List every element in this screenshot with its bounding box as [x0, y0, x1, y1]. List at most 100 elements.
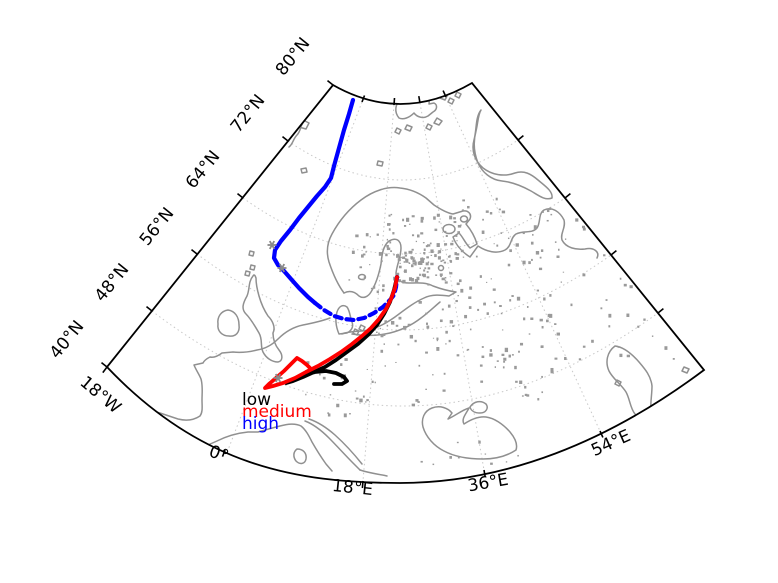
lake-dot [519, 380, 523, 384]
lake-dot [605, 299, 608, 301]
lake-dot [397, 279, 402, 282]
lake-dot [404, 258, 407, 260]
lake-dot [402, 218, 405, 222]
lake-dot [343, 413, 347, 418]
lake-dot [322, 376, 326, 380]
tick-top-18e [393, 97, 396, 106]
lake-dot [493, 243, 495, 245]
lake-dot [619, 277, 622, 280]
lake-dot [468, 306, 472, 309]
lake-dot [549, 207, 552, 210]
lake-dot [386, 244, 389, 248]
tick-top-0 [361, 95, 366, 103]
lake-dot [462, 256, 465, 258]
lake-dot [403, 325, 407, 330]
lake-dot [417, 401, 420, 403]
lake-dot [531, 258, 533, 261]
lake-dot [478, 440, 481, 444]
lake-dot [423, 273, 426, 278]
lake-dot [354, 390, 357, 392]
lake-dot [369, 236, 371, 238]
lake-dot [460, 288, 464, 293]
lake-dot [528, 333, 531, 335]
tick-lat-72n [282, 135, 289, 142]
lake-dot [365, 233, 369, 237]
lake-dot [370, 287, 373, 290]
lake-dot [401, 280, 403, 283]
lake-dot [456, 253, 460, 256]
lake-dot [511, 295, 514, 297]
lake-dot [443, 372, 446, 375]
lake-dot [582, 227, 586, 231]
lake-dot [550, 213, 553, 216]
lake-dot [434, 254, 437, 258]
lake-dot [664, 346, 668, 350]
lake-dot [448, 339, 451, 343]
lake-dot [374, 307, 377, 310]
lat-label-48n: 48°N [91, 260, 134, 306]
lake-dot [381, 260, 383, 263]
lake-dot [361, 254, 364, 258]
lake-dot [390, 250, 393, 253]
lake-dot [436, 213, 440, 217]
trajectories [263, 97, 400, 390]
lake-dot [556, 332, 560, 336]
tick-lon-54e [599, 430, 604, 438]
lake-dot [426, 325, 430, 329]
lake-dot [372, 285, 376, 289]
tick-lon-18e [361, 480, 364, 489]
lake-dot [515, 243, 519, 247]
lake-dot [456, 282, 460, 286]
lake-dot [436, 243, 440, 248]
lake-dot [440, 275, 442, 278]
lake-dot [376, 233, 379, 236]
lake-onega [459, 215, 469, 223]
tick-lon-0 [221, 449, 226, 457]
lake-dot [444, 243, 448, 246]
lake-dot [502, 366, 505, 369]
tick-right-72n [517, 134, 524, 141]
lake-dot [426, 276, 430, 279]
lake-dot [546, 209, 550, 213]
lake-dot [415, 240, 418, 243]
lake-dot [477, 308, 480, 311]
lake-dot [306, 361, 310, 365]
lake-dot [441, 277, 445, 281]
lake-dot [467, 348, 470, 351]
lake-dot [398, 265, 402, 269]
lake-dot [382, 288, 385, 292]
lake-dot [388, 223, 391, 226]
lake-dot [456, 441, 459, 444]
lake-dot [390, 213, 393, 216]
marker-stroke [268, 240, 276, 250]
coast-scottish-isles [244, 264, 256, 277]
coast-baltic-south [351, 301, 441, 337]
lake-dot [409, 334, 414, 339]
lake-dot [549, 313, 553, 318]
lake-dot [518, 350, 520, 353]
lake-dot [441, 308, 444, 311]
lake-dot [376, 290, 379, 294]
lake-dot [305, 393, 307, 396]
lake-dot [420, 460, 423, 463]
lake-dot [382, 284, 385, 288]
lake-dot [329, 394, 332, 396]
lake-dot [541, 391, 544, 394]
lake-dot [629, 285, 633, 289]
lake-dot [359, 266, 363, 269]
lake-dot [327, 413, 331, 417]
coast-svalbard-islands [376, 84, 443, 135]
lake-dot [457, 224, 462, 228]
lake-dot [344, 358, 348, 361]
parallel-72n [287, 139, 519, 181]
lake-dot [355, 397, 359, 400]
lake-dot [397, 258, 401, 262]
lake-dot [425, 322, 428, 325]
lake-dot [524, 385, 527, 389]
lake-dot [408, 262, 411, 265]
tick-lon-36e [483, 469, 486, 478]
lake-dot [449, 215, 453, 220]
lake-dot [427, 261, 430, 264]
lake-dot [419, 261, 423, 265]
